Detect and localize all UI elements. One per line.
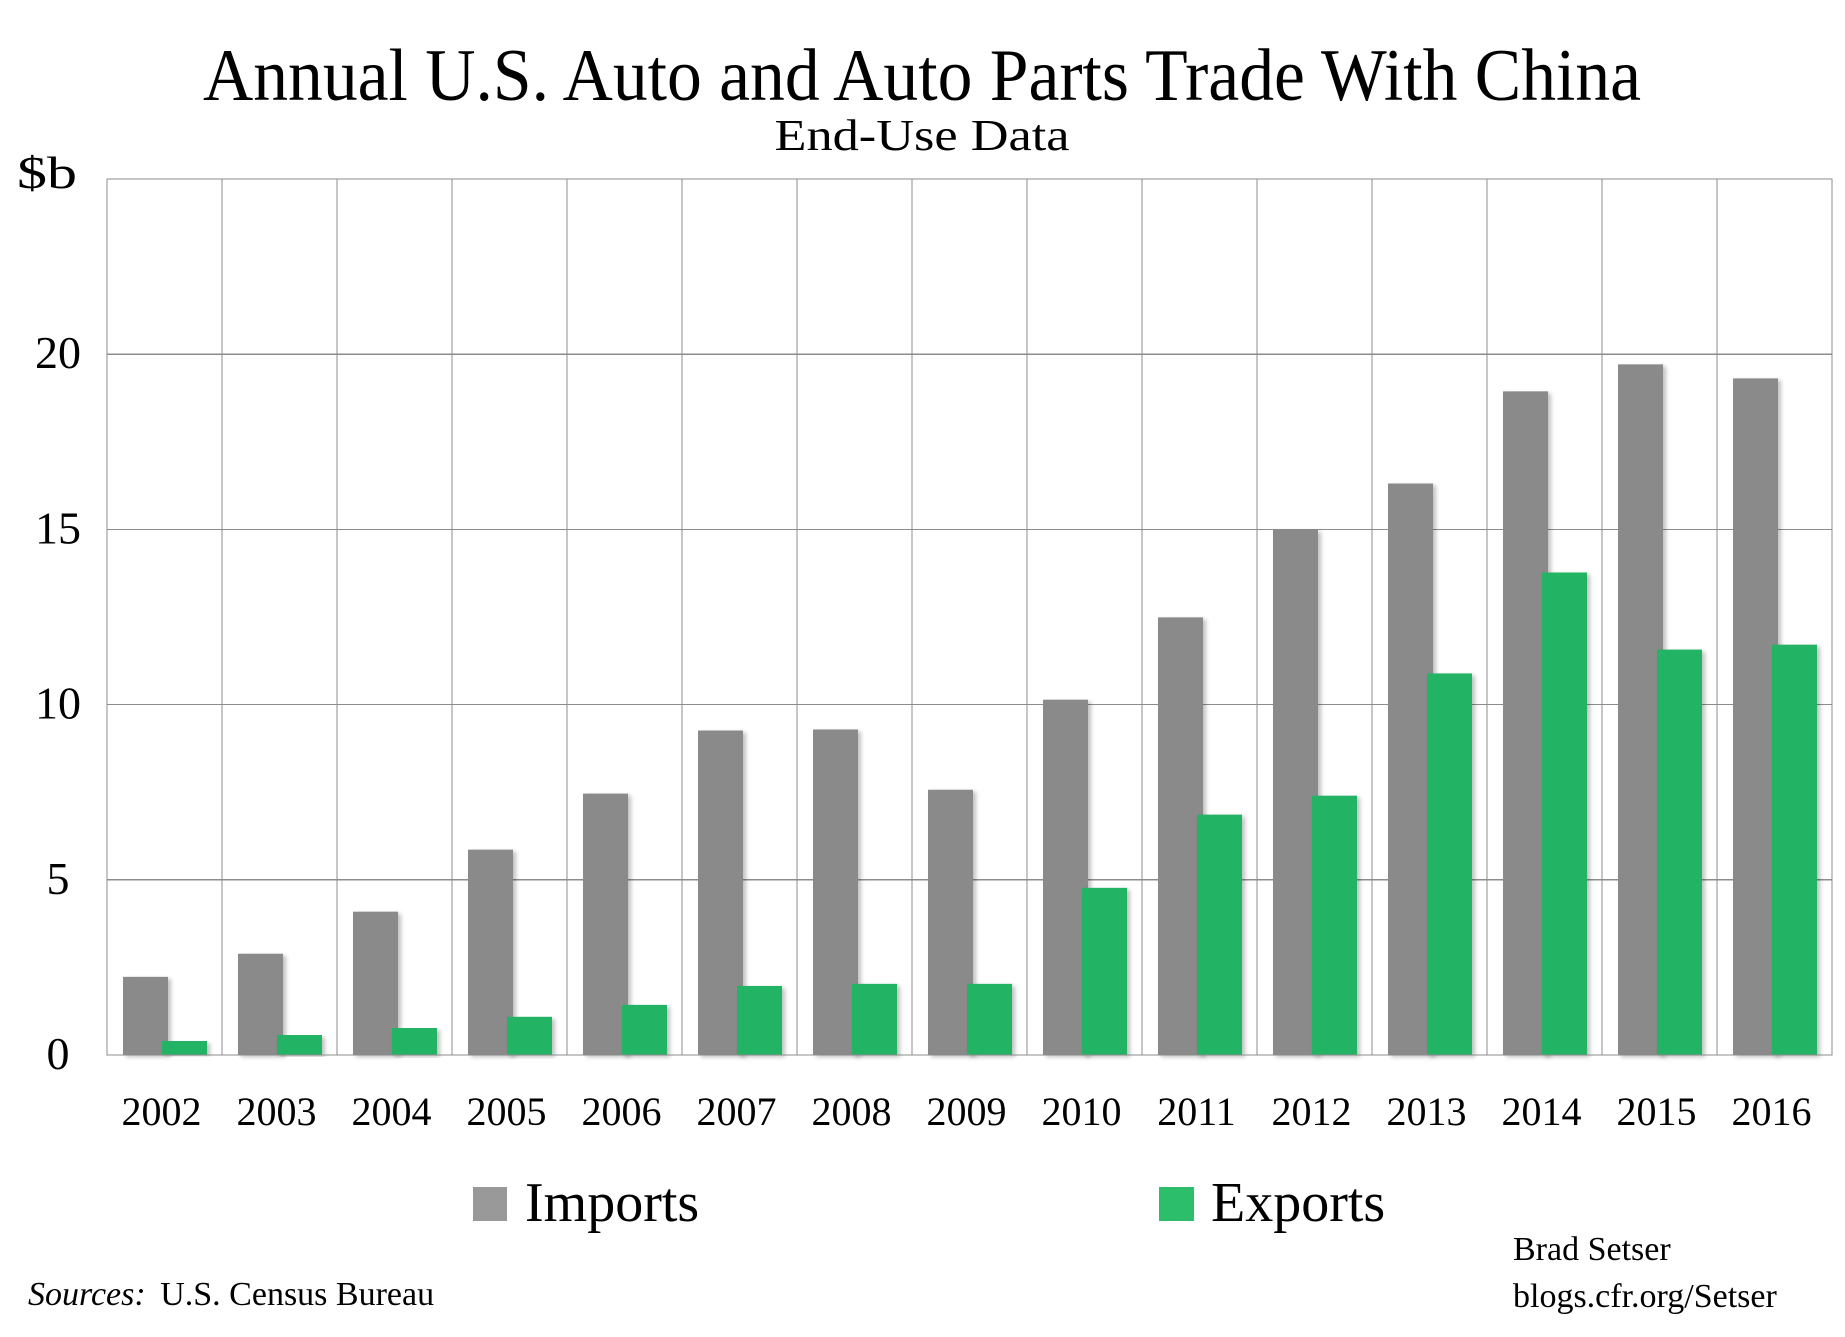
x-tick-label: 2008 <box>812 1089 892 1134</box>
bar-exports-2008 <box>852 983 897 1055</box>
x-tick-label: 2012 <box>1272 1089 1352 1134</box>
source-note: Sources: U.S. Census Bureau <box>28 1276 434 1313</box>
bar-imports-2002 <box>123 976 168 1055</box>
bar-exports-2014 <box>1542 572 1587 1055</box>
bar-exports-2006 <box>622 1004 667 1055</box>
x-tick-label: 2016 <box>1732 1089 1812 1134</box>
bar-imports-2011 <box>1158 617 1203 1055</box>
source-text: U.S. Census Bureau <box>160 1276 434 1313</box>
legend-swatch-exports <box>1159 1187 1194 1221</box>
bar-exports-2004 <box>392 1028 437 1055</box>
legend-item-exports: Exports <box>1159 1172 1385 1234</box>
y-tick-label: 0 <box>47 1028 70 1079</box>
legend-label-imports: Imports <box>525 1172 699 1234</box>
bar-exports-2002 <box>162 1040 207 1055</box>
source-prefix: Sources: <box>28 1276 146 1313</box>
x-tick-label: 2011 <box>1157 1089 1236 1134</box>
bar-imports-2014 <box>1503 391 1548 1055</box>
y-axis-unit-label: $b <box>17 147 77 198</box>
x-tick-label: 2006 <box>582 1089 662 1134</box>
y-tick-label: 5 <box>47 853 70 904</box>
bar-imports-2013 <box>1388 483 1433 1056</box>
x-tick-label: 2013 <box>1387 1089 1467 1134</box>
legend-item-imports: Imports <box>473 1172 699 1234</box>
bar-imports-2004 <box>353 911 398 1055</box>
bar-exports-2007 <box>737 985 782 1055</box>
bar-imports-2005 <box>468 849 513 1055</box>
gridlines <box>107 179 1832 1055</box>
bar-imports-2015 <box>1618 364 1663 1056</box>
bar-exports-2009 <box>967 983 1012 1055</box>
x-tick-label: 2015 <box>1617 1089 1697 1134</box>
y-tick-label: 20 <box>35 327 81 378</box>
bar-exports-2005 <box>507 1016 552 1055</box>
credit-url: blogs.cfr.org/Setser <box>1513 1278 1777 1315</box>
x-axis-ticks: 2002 2003 2004 2005 2006 2007 2008 2009 2010 2011… <box>122 1089 1812 1134</box>
x-tick-label: 2002 <box>122 1089 202 1134</box>
x-tick-label: 2007 <box>697 1089 777 1134</box>
bar-imports-2007 <box>698 730 743 1055</box>
bar-exports-2015 <box>1657 649 1702 1055</box>
plot-frame <box>106 178 1833 1056</box>
bar-exports-2013 <box>1427 673 1472 1055</box>
legend: Imports Exports <box>473 1172 1385 1234</box>
bar-imports-2010 <box>1043 699 1088 1055</box>
x-tick-label: 2004 <box>352 1089 432 1134</box>
x-tick-label: 2014 <box>1502 1089 1582 1134</box>
credit-author: Brad Setser <box>1513 1231 1671 1268</box>
bar-exports-2012 <box>1312 795 1357 1055</box>
bar-exports-2016 <box>1772 644 1817 1055</box>
y-tick-label: 15 <box>35 502 81 553</box>
bar-imports-2008 <box>813 729 858 1055</box>
bar-imports-2012 <box>1273 529 1318 1055</box>
x-tick-label: 2003 <box>237 1089 317 1134</box>
y-tick-label: 10 <box>35 678 81 729</box>
chart-subtitle: End-Use Data <box>775 111 1070 160</box>
bar-imports-2016 <box>1733 378 1778 1056</box>
bar-exports-2011 <box>1197 814 1242 1055</box>
bar-exports-2010 <box>1082 887 1127 1055</box>
x-tick-label: 2005 <box>467 1089 547 1134</box>
bar-imports-2009 <box>928 789 973 1055</box>
legend-swatch-imports <box>473 1187 507 1221</box>
bar-imports-2006 <box>583 793 628 1055</box>
bar-exports-2003 <box>277 1035 322 1055</box>
bar-imports-2003 <box>238 953 283 1055</box>
bars <box>123 364 1817 1056</box>
x-tick-label: 2010 <box>1042 1089 1122 1134</box>
x-tick-label: 2009 <box>927 1089 1007 1134</box>
legend-label-exports: Exports <box>1211 1172 1385 1234</box>
y-axis-ticks: 0 5 10 15 20 <box>35 327 81 1079</box>
chart-title: Annual U.S. Auto and Auto Parts Trade Wi… <box>203 35 1641 117</box>
